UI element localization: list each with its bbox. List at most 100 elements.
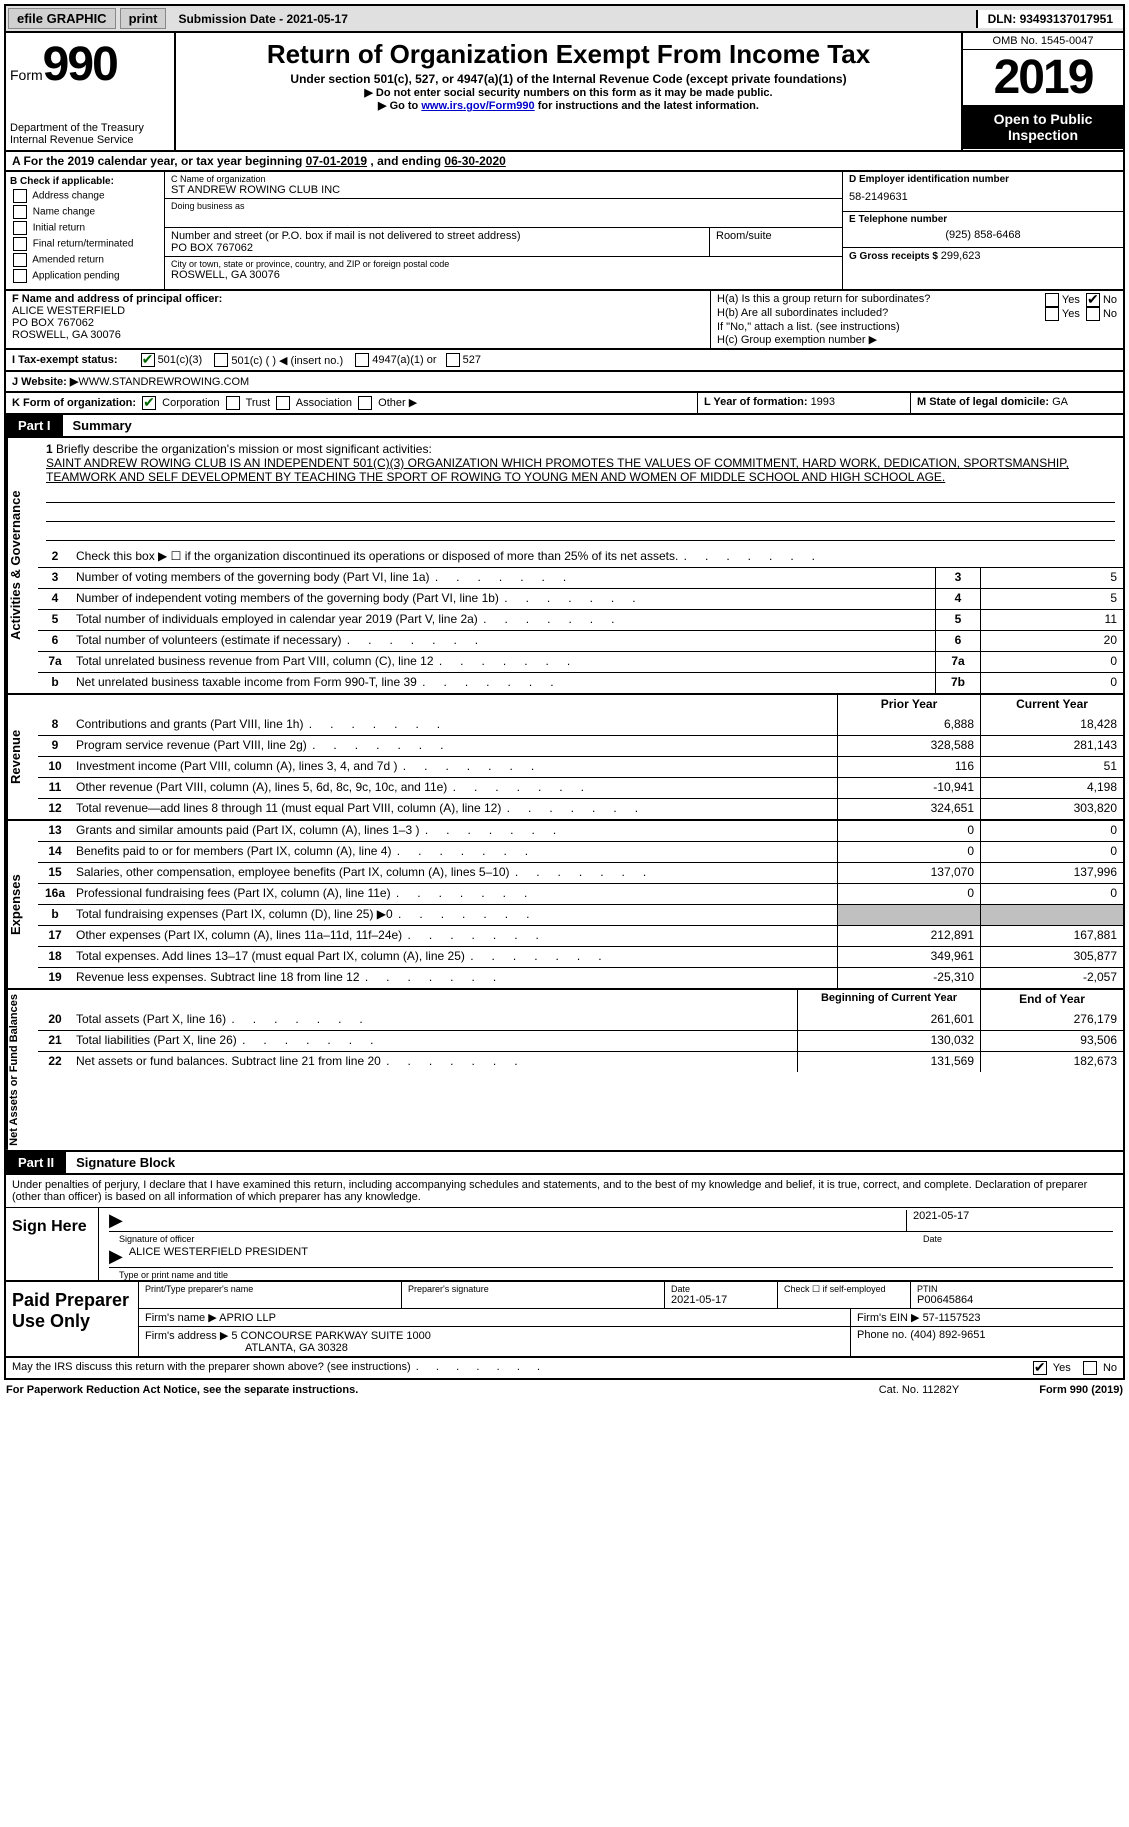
mission-block: 1 Briefly describe the organization's mi… [38, 438, 1123, 547]
line-num: 10 [38, 757, 72, 777]
officer-label: F Name and address of principal officer: [12, 293, 704, 305]
chk-4947[interactable] [355, 353, 369, 367]
end-year-header: End of Year [980, 990, 1123, 1010]
part1-label: Part I [6, 415, 63, 436]
chk-501c[interactable] [214, 353, 228, 367]
part1-title: Summary [63, 415, 142, 436]
chk-initial-return[interactable]: Initial return [10, 221, 160, 235]
prep-date-value: 2021-05-17 [671, 1294, 771, 1306]
opt-other: Other ▶ [378, 397, 417, 409]
chk-527[interactable] [446, 353, 460, 367]
line-val: 0 [980, 673, 1123, 693]
ha-no[interactable] [1086, 293, 1100, 307]
chk-other[interactable] [358, 396, 372, 410]
open-inspection: Open to Public Inspection [963, 105, 1123, 149]
discuss-no[interactable] [1083, 1361, 1097, 1375]
prior-val: 131,569 [797, 1052, 980, 1072]
hb-no[interactable] [1086, 307, 1100, 321]
prior-val: 261,601 [797, 1010, 980, 1030]
discuss-row: May the IRS discuss this return with the… [4, 1358, 1125, 1380]
chk-trust[interactable] [226, 396, 240, 410]
hb-yes[interactable] [1045, 307, 1059, 321]
dln: DLN: 93493137017951 [976, 10, 1123, 28]
line-text: Salaries, other compensation, employee b… [72, 863, 837, 883]
curr-val: 51 [980, 757, 1123, 777]
opt-assoc: Association [296, 397, 352, 409]
h-block: H(a) Is this a group return for subordin… [711, 291, 1123, 348]
dba-value [171, 211, 836, 225]
period-begin: 07-01-2019 [306, 154, 367, 168]
exp-line: 18Total expenses. Add lines 13–17 (must … [38, 946, 1123, 967]
curr-val: 0 [980, 842, 1123, 862]
chk-app-pending[interactable]: Application pending [10, 269, 160, 283]
line-num: 2 [38, 547, 72, 567]
line-num: 4 [38, 589, 72, 609]
line-box: 4 [935, 589, 980, 609]
irs-link[interactable]: www.irs.gov/Form990 [421, 100, 534, 112]
phone-label: E Telephone number [849, 214, 1117, 225]
m-label: M State of legal domicile: [917, 396, 1052, 408]
firm-name: APRIO LLP [219, 1312, 276, 1324]
line-text: Total assets (Part X, line 16) [72, 1010, 797, 1030]
line-box: 7a [935, 652, 980, 672]
form-label: Form [10, 67, 43, 83]
gross-label: G Gross receipts $ [849, 251, 941, 262]
chk-label: Address change [32, 191, 104, 202]
line-box: 3 [935, 568, 980, 588]
ptin-label: PTIN [917, 1284, 1117, 1294]
gov-line: 2Check this box ▶ ☐ if the organization … [38, 547, 1123, 567]
chk-501c3[interactable] [141, 353, 155, 367]
ha-yes[interactable] [1045, 293, 1059, 307]
chk-address-change[interactable]: Address change [10, 189, 160, 203]
row-klm: K Form of organization: Corporation Trus… [4, 393, 1125, 415]
tax-year: 2019 [963, 50, 1123, 105]
ein-value: 58-2149631 [849, 185, 1117, 209]
title-col: Return of Organization Exempt From Incom… [176, 33, 961, 150]
phone-value: (925) 858-6468 [849, 225, 1117, 245]
col-c: C Name of organization ST ANDREW ROWING … [165, 172, 843, 289]
sidebar-revenue: Revenue [6, 695, 38, 819]
chk-assoc[interactable] [276, 396, 290, 410]
revenue-section: Revenue Prior Year Current Year 8Contrib… [4, 695, 1125, 821]
exp-line: 17Other expenses (Part IX, column (A), l… [38, 925, 1123, 946]
chk-amended[interactable]: Amended return [10, 253, 160, 267]
tax-period: A For the 2019 calendar year, or tax yea… [4, 152, 1125, 172]
curr-val: 18,428 [980, 715, 1123, 735]
prior-val: 116 [837, 757, 980, 777]
preparer-label: Paid Preparer Use Only [6, 1282, 139, 1356]
opt-4947: 4947(a)(1) or [372, 354, 436, 366]
city-value: ROSWELL, GA 30076 [171, 269, 836, 281]
sub-date-value: 2021-05-17 [287, 12, 348, 26]
chk-name-change[interactable]: Name change [10, 205, 160, 219]
chk-corp[interactable] [142, 396, 156, 410]
sidebar-expenses: Expenses [6, 821, 38, 988]
year-col: OMB No. 1545-0047 2019 Open to Public In… [961, 33, 1123, 150]
curr-val: 0 [980, 821, 1123, 841]
rev-line: 10Investment income (Part VIII, column (… [38, 756, 1123, 777]
line-text: Check this box ▶ ☐ if the organization d… [72, 547, 1123, 567]
discuss-yes[interactable] [1033, 1361, 1047, 1375]
firm-ein-label: Firm's EIN ▶ [857, 1312, 923, 1324]
row-i: I Tax-exempt status: 501(c)(3) 501(c) ( … [4, 350, 1125, 372]
chk-final-return[interactable]: Final return/terminated [10, 237, 160, 251]
part1-header: Part I Summary [4, 415, 1125, 438]
print-button[interactable]: print [120, 8, 167, 29]
line-num: 5 [38, 610, 72, 630]
line-text: Investment income (Part VIII, column (A)… [72, 757, 837, 777]
line-text: Professional fundraising fees (Part IX, … [72, 884, 837, 904]
discuss-text: May the IRS discuss this return with the… [12, 1361, 1030, 1375]
gov-line: 3Number of voting members of the governi… [38, 567, 1123, 588]
curr-val: -2,057 [980, 968, 1123, 988]
street-label: Number and street (or P.O. box if mail i… [171, 230, 703, 242]
room-label: Room/suite [716, 230, 836, 242]
line-num: 19 [38, 968, 72, 988]
dba-label: Doing business as [171, 201, 836, 211]
prior-val [837, 905, 980, 925]
activities-section: Activities & Governance 1 Briefly descri… [4, 438, 1125, 695]
curr-val: 276,179 [980, 1010, 1123, 1030]
prior-val: 0 [837, 821, 980, 841]
officer-signature[interactable] [129, 1210, 906, 1231]
prior-year-header: Prior Year [837, 695, 980, 715]
line-num: 9 [38, 736, 72, 756]
ha-label: H(a) Is this a group return for subordin… [717, 293, 930, 307]
